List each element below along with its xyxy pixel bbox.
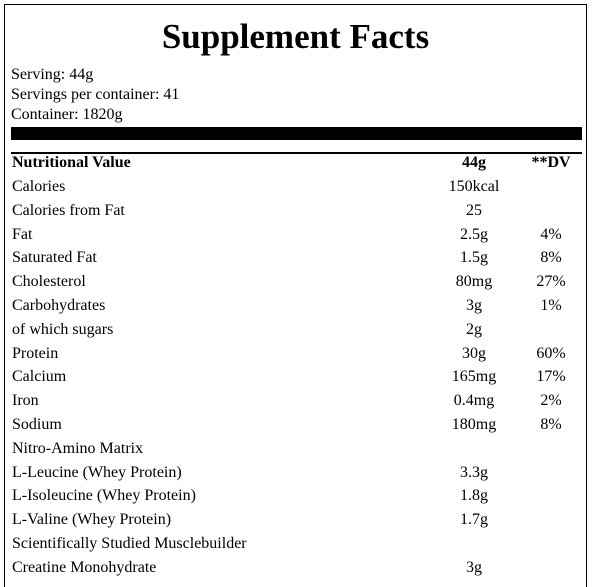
nutrient-amount: 1.5g — [460, 249, 488, 267]
nutrient-name: Carbohydrates — [12, 297, 106, 314]
nutrient-amount: 3.3g — [460, 463, 488, 481]
table-row: Iron 0.4mg 2% — [11, 391, 582, 415]
header-amount: 44g — [462, 154, 486, 171]
nutrient-amount: 1.7g — [460, 511, 488, 529]
nutrient-name: Fat — [12, 225, 33, 243]
nutrient-amount: 150kcal — [448, 178, 500, 195]
header-name: Nutritional Value — [12, 154, 131, 171]
nutrient-name: Calories — [12, 178, 66, 195]
nutrient-amount: 25 — [466, 201, 482, 219]
table-row: Nitro-Amino Matrix — [11, 439, 582, 463]
nutrient-daily-value: 60% — [536, 344, 566, 362]
table-row: Protein 30g 60% — [11, 344, 582, 368]
nutrient-name: L-Isoleucine (Whey Protein) — [12, 487, 196, 505]
nutrient-name: Sodium — [12, 416, 62, 433]
table-row: Scientifically Studied Musclebuilder — [11, 534, 582, 558]
nutrient-amount: 0.4mg — [453, 392, 495, 410]
nutrient-name: of which sugars — [12, 320, 114, 338]
nutrient-name: Creatine Monohydrate — [12, 558, 157, 576]
table-row: Creatine Monohydrate 3g — [11, 558, 582, 582]
header-dv: **DV — [531, 154, 571, 171]
table-row: Fat 2.5g 4% — [11, 225, 582, 249]
nutrient-amount: 1.8g — [460, 487, 488, 505]
table-header: Nutritional Value 44g **DV — [11, 153, 582, 177]
nutrient-daily-value: 2% — [540, 392, 562, 410]
nutrient-name: L-Leucine (Whey Protein) — [12, 463, 182, 481]
table-row: L-Leucine (Whey Protein) 3.3g — [11, 463, 582, 487]
table-row: Carbohydrates 3g 1% — [11, 296, 582, 320]
nutrient-daily-value: 27% — [536, 273, 566, 291]
nutrient-amount: 30g — [462, 344, 486, 362]
supplement-facts-panel: Supplement Facts Serving: 44g Servings p… — [4, 4, 587, 587]
table-row: Saturated Fat 1.5g 8% — [11, 248, 582, 272]
serving-size: Serving: 44g — [11, 66, 94, 83]
thick-divider — [11, 127, 582, 140]
nutrient-name: Protein — [12, 344, 59, 362]
thin-divider — [11, 152, 582, 154]
nutrient-daily-value: 17% — [536, 368, 566, 386]
nutrient-daily-value: 4% — [540, 225, 562, 243]
nutrient-name: Saturated Fat — [12, 249, 97, 267]
nutrient-daily-value: 8% — [540, 249, 562, 267]
nutrient-amount: 2.5g — [460, 225, 488, 243]
nutrient-daily-value: 1% — [540, 297, 562, 314]
table-row: L-Isoleucine (Whey Protein) 1.8g — [11, 486, 582, 510]
table-row: Calories from Fat 25 — [11, 201, 582, 225]
nutrient-daily-value: 8% — [540, 416, 562, 433]
panel-title: Supplement Facts — [161, 17, 430, 56]
nutrient-amount: 2g — [466, 320, 482, 338]
table-row: Cholesterol 80mg 27% — [11, 272, 582, 296]
nutrient-name: L-Valine (Whey Protein) — [12, 511, 172, 529]
table-row: L-Valine (Whey Protein) 1.7g — [11, 510, 582, 534]
table-row: of which sugars 2g — [11, 320, 582, 344]
nutrient-name: Calcium — [12, 368, 67, 386]
nutrient-amount: 165mg — [451, 368, 497, 386]
nutrient-amount: 3g — [466, 297, 482, 314]
nutrient-name: Calories from Fat — [12, 201, 125, 219]
nutrient-name: Nitro-Amino Matrix — [12, 439, 144, 457]
table-row: Calories 150kcal — [11, 177, 582, 201]
nutrient-amount: 180mg — [451, 416, 497, 433]
servings-per-container: Servings per container: 41 — [11, 86, 180, 103]
nutrient-amount: 3g — [466, 558, 482, 576]
table-row: Sodium 180mg 8% — [11, 415, 582, 439]
table-row: Calcium 165mg 17% — [11, 367, 582, 391]
nutrient-name: Iron — [12, 392, 39, 410]
container-size: Container: 1820g — [11, 106, 123, 123]
nutrient-amount: 80mg — [455, 273, 493, 291]
nutrient-name: Cholesterol — [12, 273, 86, 291]
nutrient-name: Scientifically Studied Musclebuilder — [12, 535, 247, 552]
